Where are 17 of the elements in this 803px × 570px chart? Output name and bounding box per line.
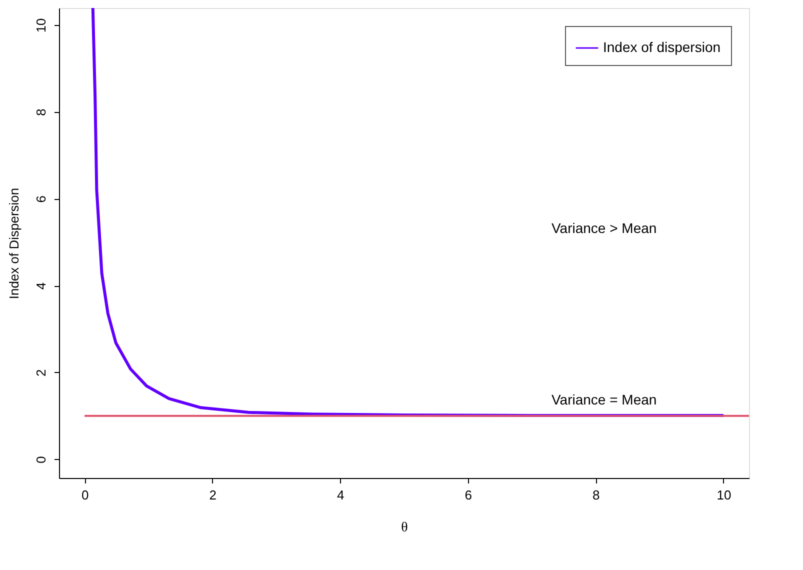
annotation: Variance = Mean xyxy=(552,391,657,408)
x-tick-label: 8 xyxy=(592,488,600,502)
x-tick-label: 2 xyxy=(209,488,216,502)
x-axis-title: θ xyxy=(401,520,408,536)
annotation: Variance > Mean xyxy=(552,220,657,236)
y-tick-label: 2 xyxy=(34,369,48,377)
y-axis-title: Index of Dispersion xyxy=(6,188,22,300)
x-tick-label: 6 xyxy=(464,488,472,502)
x-tick-label: 4 xyxy=(336,488,344,502)
y-tick-label: 0 xyxy=(34,456,48,464)
x-tick-label: 10 xyxy=(716,488,732,502)
x-tick-label: 0 xyxy=(81,488,89,502)
legend-label: Index of dispersion xyxy=(603,39,721,55)
y-tick-label: 4 xyxy=(34,282,48,290)
y-tick-label: 6 xyxy=(34,196,48,203)
y-tick-label: 10 xyxy=(34,18,48,33)
y-tick-label: 8 xyxy=(34,108,48,116)
